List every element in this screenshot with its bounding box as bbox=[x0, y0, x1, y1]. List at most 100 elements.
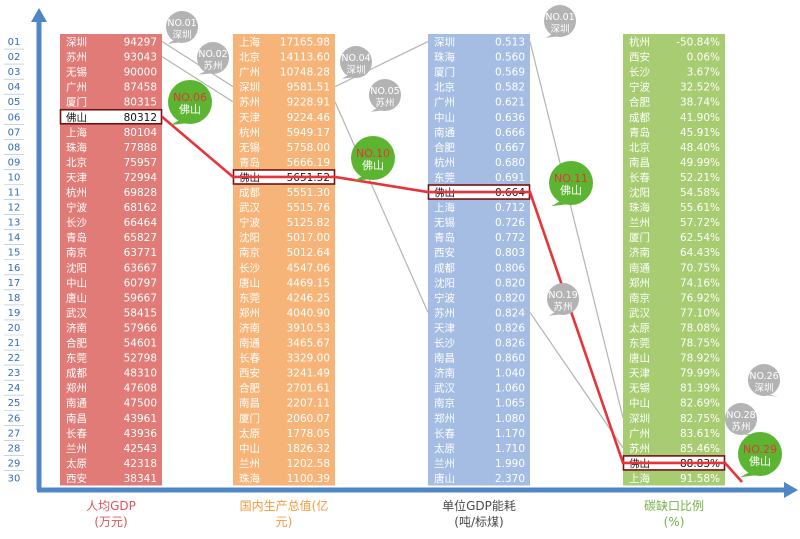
city-value: 2.370 bbox=[495, 473, 525, 485]
city-name: 南昌 bbox=[239, 397, 260, 410]
city-value: 1778.05 bbox=[287, 428, 330, 440]
city-name: 长春 bbox=[66, 428, 87, 440]
city-value: 5666.19 bbox=[287, 157, 330, 169]
city-value: 0.621 bbox=[495, 97, 525, 109]
callout-bubble bbox=[725, 403, 757, 435]
city-name: 无锡 bbox=[434, 216, 455, 229]
city-name: 太原 bbox=[66, 457, 87, 470]
city-value: 1.170 bbox=[495, 428, 525, 440]
rank-tick-label: 24 bbox=[8, 383, 21, 394]
city-value: 65827 bbox=[124, 232, 157, 244]
city-name: 长春 bbox=[629, 172, 650, 184]
city-name: 青岛 bbox=[239, 156, 260, 169]
column-background bbox=[623, 34, 725, 486]
rank-tick-label: 05 bbox=[8, 97, 21, 108]
rank-tick-label: 19 bbox=[8, 308, 21, 319]
rank-tick-label: 04 bbox=[8, 82, 21, 93]
city-name: 合肥 bbox=[239, 382, 260, 395]
city-value: 82.75% bbox=[680, 413, 720, 425]
callout-bubble bbox=[549, 161, 593, 205]
city-name: 中山 bbox=[629, 397, 650, 410]
data-column: 上海 17165.98 北京 14113.60 广州 10748.28 深圳 9581.51 苏… bbox=[232, 34, 336, 486]
rank-tick-label: 25 bbox=[8, 398, 21, 409]
callout-rank: NO.26 bbox=[749, 371, 778, 382]
rank-tick-label: 01 bbox=[8, 37, 21, 48]
city-name: 天津 bbox=[66, 172, 87, 184]
city-name: 唐山 bbox=[629, 352, 650, 365]
city-value: 78.75% bbox=[680, 338, 720, 350]
city-name: 南昌 bbox=[629, 156, 650, 169]
city-value: 94297 bbox=[124, 37, 157, 49]
rank-tick-label: 13 bbox=[8, 218, 21, 229]
rank-tick-label: 11 bbox=[8, 188, 21, 199]
city-name: 南通 bbox=[239, 337, 260, 350]
city-name: 杭州 bbox=[239, 126, 260, 139]
city-name: 上海 bbox=[434, 201, 455, 214]
city-name: 郑州 bbox=[66, 382, 87, 395]
city-name: 济南 bbox=[434, 367, 455, 380]
city-value: 2701.61 bbox=[287, 383, 330, 395]
city-value: 76.92% bbox=[680, 292, 720, 304]
city-name: 珠海 bbox=[239, 472, 260, 485]
connector-line-suzhou bbox=[161, 56, 234, 103]
rank-tick-label: 22 bbox=[8, 353, 21, 364]
data-column: 深圳 94297 苏州 93043 无锡 90000 广州 87458 厦门 80315 佛山 803… bbox=[59, 34, 163, 486]
city-value: 82.69% bbox=[680, 398, 720, 410]
city-name: 宁波 bbox=[434, 291, 455, 304]
city-value: 0.560 bbox=[495, 52, 525, 64]
city-value: 10748.28 bbox=[280, 67, 330, 79]
column-unit: (吨/标煤) bbox=[454, 515, 503, 529]
callout-tail bbox=[198, 70, 213, 75]
city-value: 41.90% bbox=[680, 112, 720, 124]
callout-bubble bbox=[544, 5, 576, 37]
city-value: 62.54% bbox=[680, 232, 720, 244]
callout-city: 深圳 bbox=[172, 30, 191, 41]
city-value: 1.990 bbox=[495, 458, 525, 470]
city-name: 苏州 bbox=[66, 51, 87, 64]
connector-line-shenzhen bbox=[161, 41, 234, 88]
city-name: 郑州 bbox=[434, 412, 455, 425]
city-name: 长春 bbox=[434, 428, 455, 440]
city-value: 17165.98 bbox=[280, 37, 330, 49]
callout-city: 佛山 bbox=[179, 103, 201, 116]
city-value: -50.84% bbox=[676, 37, 720, 49]
city-name: 无锡 bbox=[66, 66, 87, 79]
city-value: 45.91% bbox=[680, 127, 720, 139]
city-name: 武汉 bbox=[434, 382, 455, 395]
city-value: 0.803 bbox=[495, 247, 525, 259]
city-value: 57.72% bbox=[680, 217, 720, 229]
city-value: 57966 bbox=[124, 322, 158, 334]
city-name: 青岛 bbox=[66, 231, 87, 244]
data-columns: 深圳 94297 苏州 93043 无锡 90000 广州 87458 厦门 80315 佛山 803… bbox=[59, 34, 726, 486]
city-name: 郑州 bbox=[629, 276, 650, 289]
city-value: 64.43% bbox=[680, 247, 720, 259]
city-name: 兰州 bbox=[66, 442, 87, 455]
city-value: 72994 bbox=[124, 172, 158, 184]
city-name: 太原 bbox=[434, 442, 455, 455]
city-name: 天津 bbox=[434, 322, 455, 334]
city-value: 0.569 bbox=[495, 67, 525, 79]
rank-tick-label: 17 bbox=[8, 278, 21, 289]
city-name: 北京 bbox=[434, 81, 455, 94]
city-value: 9228.91 bbox=[287, 97, 330, 109]
city-name: 成都 bbox=[434, 262, 455, 274]
rank-tick-label: 16 bbox=[8, 263, 21, 274]
callout-bubble bbox=[351, 136, 395, 180]
column-background bbox=[428, 34, 530, 486]
city-value: 5125.82 bbox=[287, 217, 330, 229]
callout-tail bbox=[735, 431, 756, 436]
city-value: 38341 bbox=[124, 473, 157, 485]
city-name: 南昌 bbox=[66, 412, 87, 425]
callout-tail bbox=[740, 470, 759, 478]
city-value: 0.680 bbox=[495, 157, 525, 169]
city-name: 南京 bbox=[239, 246, 260, 259]
city-value: 78.92% bbox=[680, 353, 720, 365]
city-name: 长沙 bbox=[629, 67, 650, 79]
city-name: 沈阳 bbox=[66, 261, 87, 274]
city-value: 4547.06 bbox=[287, 262, 331, 274]
column-unit: (%) bbox=[664, 515, 685, 529]
